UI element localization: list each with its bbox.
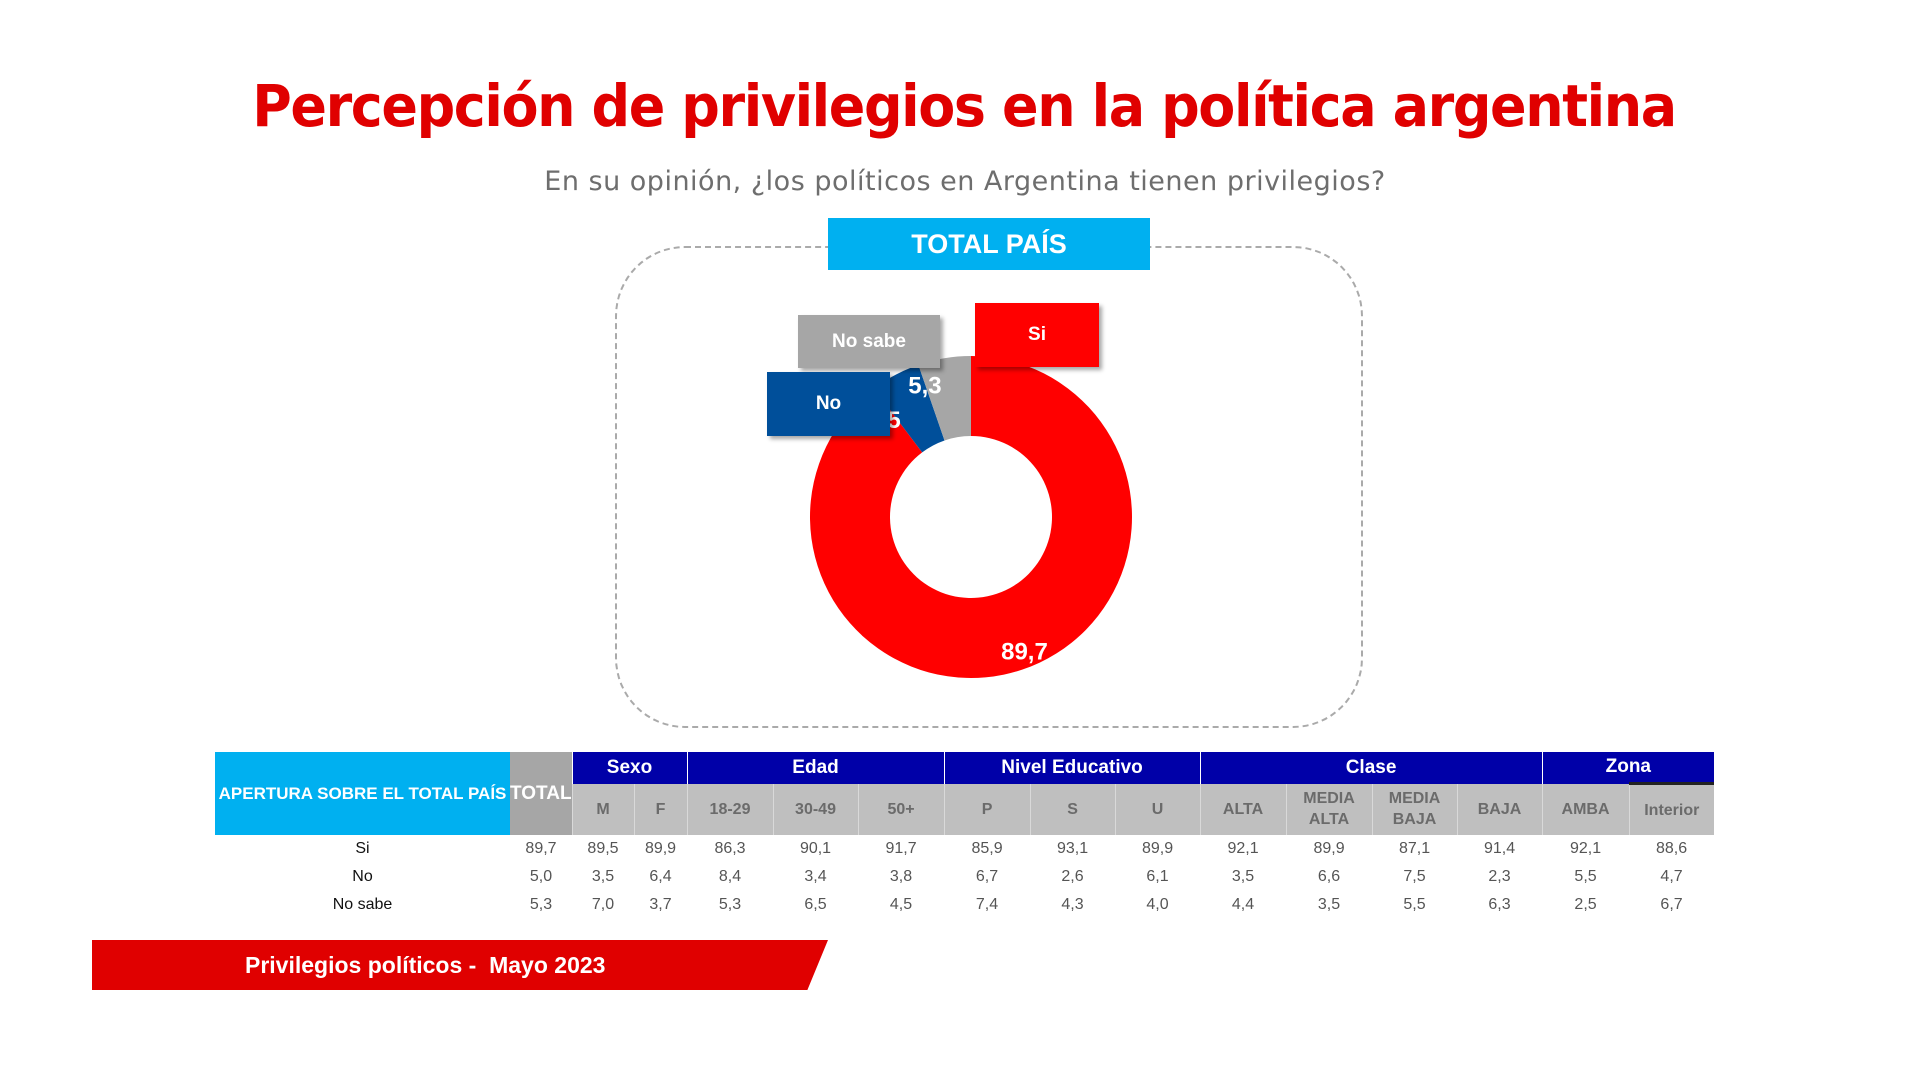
table-cell: 89,5 — [587, 840, 619, 857]
corner-header: APERTURA SOBRE EL TOTAL PAÍS — [215, 752, 510, 835]
column-header: Interior — [1628, 782, 1715, 835]
table-cell: 6,7 — [975, 868, 999, 885]
table-cell: 2,3 — [1488, 868, 1511, 885]
footer-banner — [92, 940, 828, 990]
table-row: Si 89,7 89,5 89,9 86,3 90,1 91,7 85,9 93,1 89,9 92… — [215, 835, 1714, 863]
column-header: MEDIA BAJA — [1371, 783, 1458, 835]
table-row: No 5,0 3,5 6,4 8,4 3,4 3,8 6,7 2,6 6,1 3,5 6,6 7,5 2,… — [215, 863, 1714, 891]
table-cell: 93,1 — [1056, 840, 1089, 857]
table-cell: 92,1 — [1569, 840, 1602, 857]
legend-no: No — [767, 372, 890, 436]
column-header: P — [943, 783, 1031, 835]
table-cell: 4,0 — [1146, 896, 1169, 913]
column-header: 18-29 — [686, 783, 774, 835]
group-header-clase: Clase — [1199, 752, 1543, 784]
legend-si: Si — [975, 303, 1099, 367]
table-cell: 86,3 — [714, 840, 746, 857]
table-cell: 8,4 — [718, 868, 742, 885]
table-cell: 3,8 — [889, 868, 913, 885]
column-header: M — [571, 783, 634, 835]
legend-no-sabe: No sabe — [798, 315, 940, 368]
row-label: No sabe — [332, 896, 393, 913]
column-header: S — [1029, 783, 1116, 835]
group-header-zona: Zona — [1541, 752, 1715, 784]
survey-question: En su opinión, ¿los políticos en Argenti… — [544, 166, 1386, 197]
column-header: MEDIA ALTA — [1285, 783, 1373, 835]
table-cell: 89,9 — [644, 840, 677, 857]
group-header-sexo: Sexo — [571, 752, 688, 784]
breakdown-table: APERTURA SOBRE EL TOTAL PAÍS TOTAL Sexo E… — [215, 752, 1715, 919]
table-cell: 5,5 — [1574, 868, 1597, 885]
table-cell: 5,3 — [718, 896, 742, 913]
column-header: AMBA — [1541, 783, 1630, 835]
table-cell: 7,5 — [1403, 868, 1426, 885]
table-cell: 5,5 — [1403, 896, 1426, 913]
column-header: BAJA — [1456, 783, 1543, 835]
row-label: Si — [355, 840, 370, 857]
table-cell: 89,9 — [1313, 840, 1345, 857]
column-header: ALTA — [1199, 783, 1287, 835]
table-cell: 87,1 — [1398, 840, 1431, 857]
table-cell: 3,7 — [649, 896, 672, 913]
table-cell: 3,5 — [1231, 868, 1255, 885]
table-cell: 4,7 — [1660, 868, 1683, 885]
table-cell: 91,7 — [885, 840, 917, 857]
table-cell: 6,4 — [649, 868, 672, 885]
group-header-nivel-educativo: Nivel Educativo — [943, 752, 1201, 784]
table-cell: 92,1 — [1227, 840, 1259, 857]
row-label: No — [352, 868, 373, 885]
table-cell: 91,4 — [1483, 840, 1516, 857]
table-row: No sabe 5,3 7,0 3,7 5,3 6,5 4,5 7,4 4,3 4,0 4,4 3,5… — [215, 891, 1714, 919]
column-header: 30-49 — [772, 783, 859, 835]
table-cell: 6,3 — [1488, 896, 1511, 913]
table-cell: 2,6 — [1061, 868, 1084, 885]
table-cell: 6,6 — [1317, 868, 1341, 885]
column-header: U — [1114, 783, 1201, 835]
page-title: Percepción de privilegios en la política… — [252, 72, 1677, 140]
table-cell: 4,4 — [1231, 896, 1255, 913]
table-cell: 4,5 — [889, 896, 913, 913]
table-cell: 4,3 — [1061, 896, 1084, 913]
table-cell: 88,6 — [1655, 840, 1688, 857]
table-cell: 5,3 — [529, 896, 553, 913]
table-cell: 3,5 — [591, 868, 615, 885]
column-header: 50+ — [857, 783, 945, 835]
total-header: TOTAL — [510, 752, 572, 835]
table-cell: 89,7 — [525, 840, 557, 857]
table-cell: 6,5 — [804, 896, 827, 913]
table-cell: 90,1 — [799, 840, 832, 857]
group-header-edad: Edad — [686, 752, 945, 784]
footer-text: Privilegios políticos - Mayo 2023 — [245, 952, 606, 978]
total-pais-badge: TOTAL PAÍS — [828, 218, 1150, 270]
table-cell: 6,1 — [1146, 868, 1169, 885]
table-cell: 2,5 — [1574, 896, 1597, 913]
table-cell: 3,4 — [804, 868, 827, 885]
table-cell: 89,9 — [1141, 840, 1174, 857]
column-header: F — [633, 783, 688, 835]
table-cell: 6,7 — [1660, 896, 1683, 913]
table-cell: 5,0 — [529, 868, 553, 885]
table-cell: 7,4 — [975, 896, 999, 913]
table-cell: 3,5 — [1317, 896, 1341, 913]
table-cell: 7,0 — [591, 896, 615, 913]
table-cell: 85,9 — [971, 840, 1003, 857]
